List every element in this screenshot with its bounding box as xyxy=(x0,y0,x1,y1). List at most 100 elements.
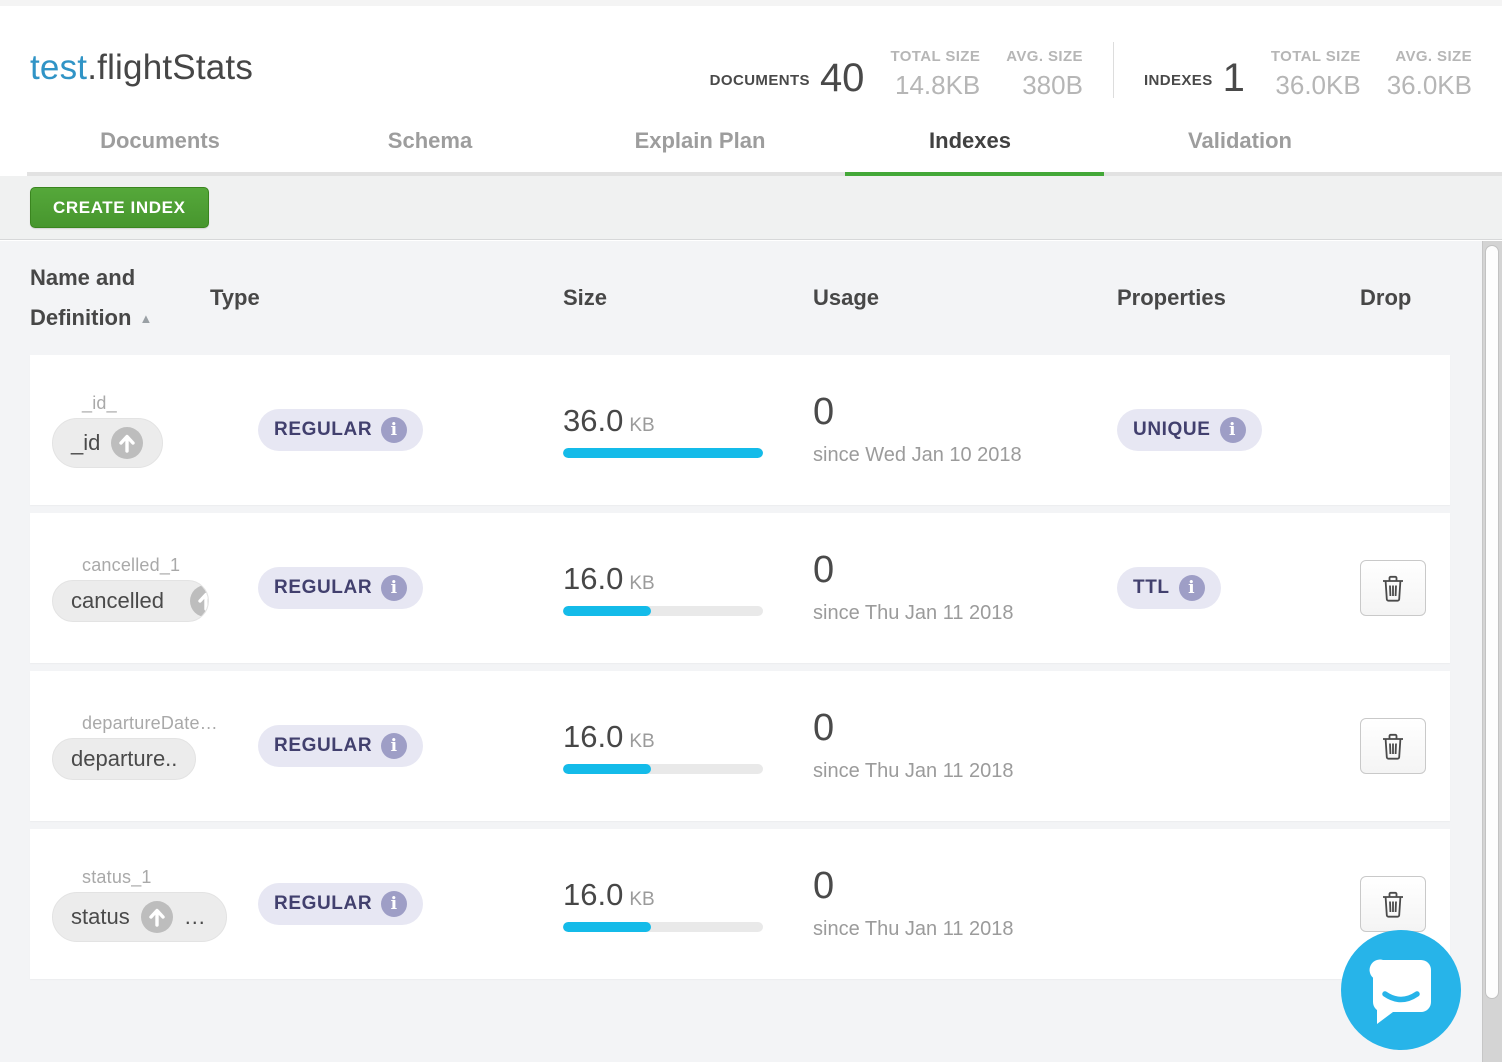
indexes-total-size-label: TOTAL SIZE xyxy=(1270,48,1361,65)
column-header-type[interactable]: Type xyxy=(210,285,260,310)
type-badge-label: REGULAR xyxy=(274,893,373,914)
size-progress-fill xyxy=(563,921,651,932)
index-drop-cell xyxy=(1360,876,1450,932)
documents-total-size-value: 14.8KB xyxy=(894,70,981,100)
collection-name: flightStats xyxy=(97,48,254,87)
index-row: departureDate… departure.. REGULAR 16.0K… xyxy=(30,671,1450,821)
index-field-name: _id xyxy=(71,429,101,455)
column-header-usage[interactable]: Usage xyxy=(813,285,880,310)
drop-index-button[interactable] xyxy=(1360,718,1426,774)
info-icon[interactable] xyxy=(1178,575,1205,601)
size-value: 36.0 xyxy=(563,402,624,438)
column-header-drop: Drop xyxy=(1360,285,1412,310)
documents-avg-size-stat: AVG. SIZE 380B xyxy=(1006,48,1083,98)
table-header-row: Name and Definition Type Size Usage Prop… xyxy=(30,241,1450,355)
size-progress-fill xyxy=(563,605,651,616)
index-usage-cell: 0 since Thu Jan 11 2018 xyxy=(813,551,1070,625)
drop-index-button[interactable] xyxy=(1360,560,1426,616)
index-definition-pill: _id xyxy=(52,417,164,468)
trash-icon xyxy=(1383,891,1403,918)
chat-bubble-icon[interactable] xyxy=(1341,930,1461,1050)
usage-count: 0 xyxy=(813,549,835,591)
index-rows: _id_ _id REGULAR 36.0KB xyxy=(0,355,1502,979)
tab-validation[interactable]: Validation xyxy=(1188,128,1292,153)
property-badge-label: TTL xyxy=(1133,577,1170,598)
index-definition-pill: departure.. xyxy=(52,737,197,780)
indexes-stats-group: INDEXES 1 TOTAL SIZE 36.0KB AVG. SIZE 36… xyxy=(1144,48,1472,98)
usage-since: since Thu Jan 11 2018 xyxy=(813,918,1014,940)
info-icon[interactable] xyxy=(381,891,408,917)
indexes-stat-value: 1 xyxy=(1222,56,1245,100)
index-field-name: departure.. xyxy=(71,745,178,771)
size-text: 16.0 KB xyxy=(563,719,813,755)
type-badge: REGULAR xyxy=(258,883,424,925)
window-top-strip xyxy=(0,0,1502,6)
scrollbar-thumb[interactable] xyxy=(1485,245,1499,999)
index-type-cell: REGULAR xyxy=(210,883,516,925)
property-badge: UNIQUE xyxy=(1117,409,1262,451)
index-field-name: status xyxy=(71,903,130,929)
page-title: test.flightStats xyxy=(30,48,253,88)
documents-total-size-label: TOTAL SIZE xyxy=(890,48,981,65)
create-index-button[interactable]: CREATE INDEX xyxy=(30,187,209,228)
indexes-total-size-value: 36.0KB xyxy=(1275,70,1361,100)
definition-ellipsis: … xyxy=(183,903,208,929)
info-icon[interactable] xyxy=(381,575,408,601)
index-row: status_1 status … REGULAR 16.0KB xyxy=(30,829,1450,979)
collection-tabs: Documents Schema Explain Plan Indexes Va… xyxy=(25,128,1375,154)
column-header-size[interactable]: Size xyxy=(563,285,608,310)
tab-indexes[interactable]: Indexes xyxy=(929,128,1011,153)
trash-icon xyxy=(1383,733,1403,760)
column-header-name-definition[interactable]: Name and Definition xyxy=(30,258,188,337)
arrow-up-icon xyxy=(111,426,144,459)
tab-documents[interactable]: Documents xyxy=(100,128,220,153)
documents-avg-size-label: AVG. SIZE xyxy=(1006,48,1083,65)
collection-stats: DOCUMENTS 40 TOTAL SIZE 14.8KB AVG. SIZE… xyxy=(710,42,1472,98)
usage-count: 0 xyxy=(813,865,835,907)
index-name-label: departureDate… xyxy=(82,712,218,733)
indexes-toolbar: CREATE INDEX xyxy=(0,176,1502,240)
usage-since: since Wed Jan 10 2018 xyxy=(813,444,1022,466)
index-definition-pill: status … xyxy=(52,891,227,942)
info-icon[interactable] xyxy=(1219,417,1246,443)
property-badge: TTL xyxy=(1117,567,1221,609)
size-text: 16.0 KB xyxy=(563,561,813,597)
index-properties-cell: TTL xyxy=(1070,567,1360,609)
arrow-up-icon xyxy=(140,900,173,933)
index-definition-pill: cancelled xyxy=(52,579,209,622)
documents-stat-value: 40 xyxy=(819,56,865,100)
trash-icon xyxy=(1383,575,1403,602)
documents-avg-size-value: 380B xyxy=(1022,70,1083,100)
index-drop-cell xyxy=(1360,718,1450,774)
tab-explain-plan[interactable]: Explain Plan xyxy=(634,128,766,153)
usage-since: since Thu Jan 11 2018 xyxy=(813,760,1014,782)
index-drop-cell xyxy=(1360,560,1450,616)
index-type-cell: REGULAR xyxy=(210,567,516,609)
documents-total-size-stat: TOTAL SIZE 14.8KB xyxy=(890,48,980,98)
index-type-cell: REGULAR xyxy=(210,409,516,451)
size-text: 16.0 KB xyxy=(563,877,813,913)
vertical-scrollbar xyxy=(1482,241,1502,1062)
info-icon[interactable] xyxy=(381,733,408,759)
size-value: 16.0 xyxy=(563,718,624,754)
info-icon[interactable] xyxy=(381,417,408,443)
database-name: test xyxy=(30,48,88,87)
size-progress-track xyxy=(563,447,763,458)
index-properties-cell: UNIQUE xyxy=(1070,409,1360,451)
indexes-table: Name and Definition Type Size Usage Prop… xyxy=(0,241,1502,1062)
index-field-name: cancelled xyxy=(71,587,164,613)
indexes-total-size-stat: TOTAL SIZE 36.0KB xyxy=(1271,48,1361,98)
column-header-properties[interactable]: Properties xyxy=(1117,285,1226,310)
size-unit: KB xyxy=(629,888,655,910)
index-usage-cell: 0 since Thu Jan 11 2018 xyxy=(813,867,1070,941)
size-progress-fill xyxy=(563,447,763,458)
index-row: _id_ _id REGULAR 36.0KB xyxy=(30,355,1450,505)
property-badge-label: UNIQUE xyxy=(1133,419,1211,440)
index-size-cell: 16.0 KB xyxy=(516,561,813,616)
size-progress-fill xyxy=(563,763,651,774)
documents-stat-label: DOCUMENTS xyxy=(709,72,810,89)
drop-index-button[interactable] xyxy=(1360,876,1426,932)
index-name-cell: departureDate… departure.. xyxy=(30,712,218,780)
index-size-cell: 16.0 KB xyxy=(516,719,813,774)
tab-schema[interactable]: Schema xyxy=(387,128,473,153)
